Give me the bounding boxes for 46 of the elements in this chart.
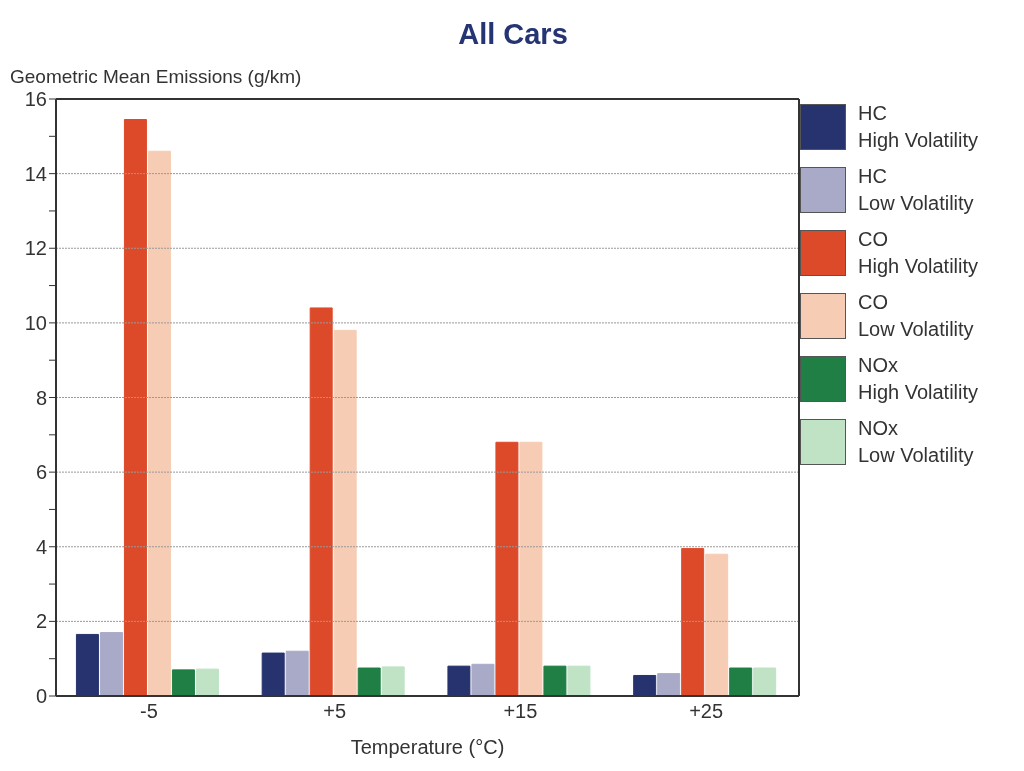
bar (285, 650, 309, 696)
bar (567, 665, 591, 696)
bar (99, 632, 123, 696)
x-tick-label: +25 (689, 700, 724, 723)
bar (147, 150, 171, 696)
bar (543, 665, 567, 696)
bar (333, 329, 357, 696)
bar (705, 553, 729, 696)
x-tick-label: +15 (503, 700, 538, 723)
bar (261, 652, 285, 696)
chart-title: All Cars (457, 18, 569, 51)
y-tick-label: 14 (24, 162, 47, 185)
bar (123, 119, 147, 696)
y-tick-label: 8 (35, 386, 47, 409)
x-tick-label: +5 (323, 700, 347, 723)
bar (657, 673, 681, 696)
bar (309, 307, 333, 696)
bar (633, 674, 657, 696)
legend-label: CO Low Volatility (858, 290, 974, 342)
y-tick-label: 4 (35, 535, 47, 558)
y-tick-label: 6 (35, 461, 47, 484)
bar (519, 441, 543, 696)
bar (381, 666, 405, 696)
y-tick-label: 0 (35, 685, 47, 708)
legend-label: CO High Volatility (858, 227, 979, 279)
legend-label: HC High Volatility (858, 101, 979, 153)
y-tick-label: 16 (24, 88, 47, 111)
bar (171, 669, 195, 696)
bar (447, 665, 471, 696)
bar (357, 667, 381, 696)
bar (495, 441, 519, 696)
y-tick-label: 2 (35, 610, 47, 633)
y-tick-label: 10 (24, 311, 47, 334)
y-axis-title: Geometric Mean Emissions (g/km) (10, 66, 302, 88)
y-tick-label: 12 (24, 237, 47, 260)
bar (471, 663, 495, 696)
bar (195, 668, 219, 696)
bar (75, 633, 99, 696)
x-axis-title: Temperature (°C) (350, 736, 505, 758)
legend-label: NOx Low Volatility (858, 416, 974, 468)
bar (753, 667, 777, 696)
bar (729, 667, 753, 696)
legend-label: HC Low Volatility (858, 164, 974, 216)
legend-label: NOx High Volatility (858, 353, 979, 405)
x-tick-label: -5 (139, 700, 158, 723)
bar (681, 548, 705, 696)
